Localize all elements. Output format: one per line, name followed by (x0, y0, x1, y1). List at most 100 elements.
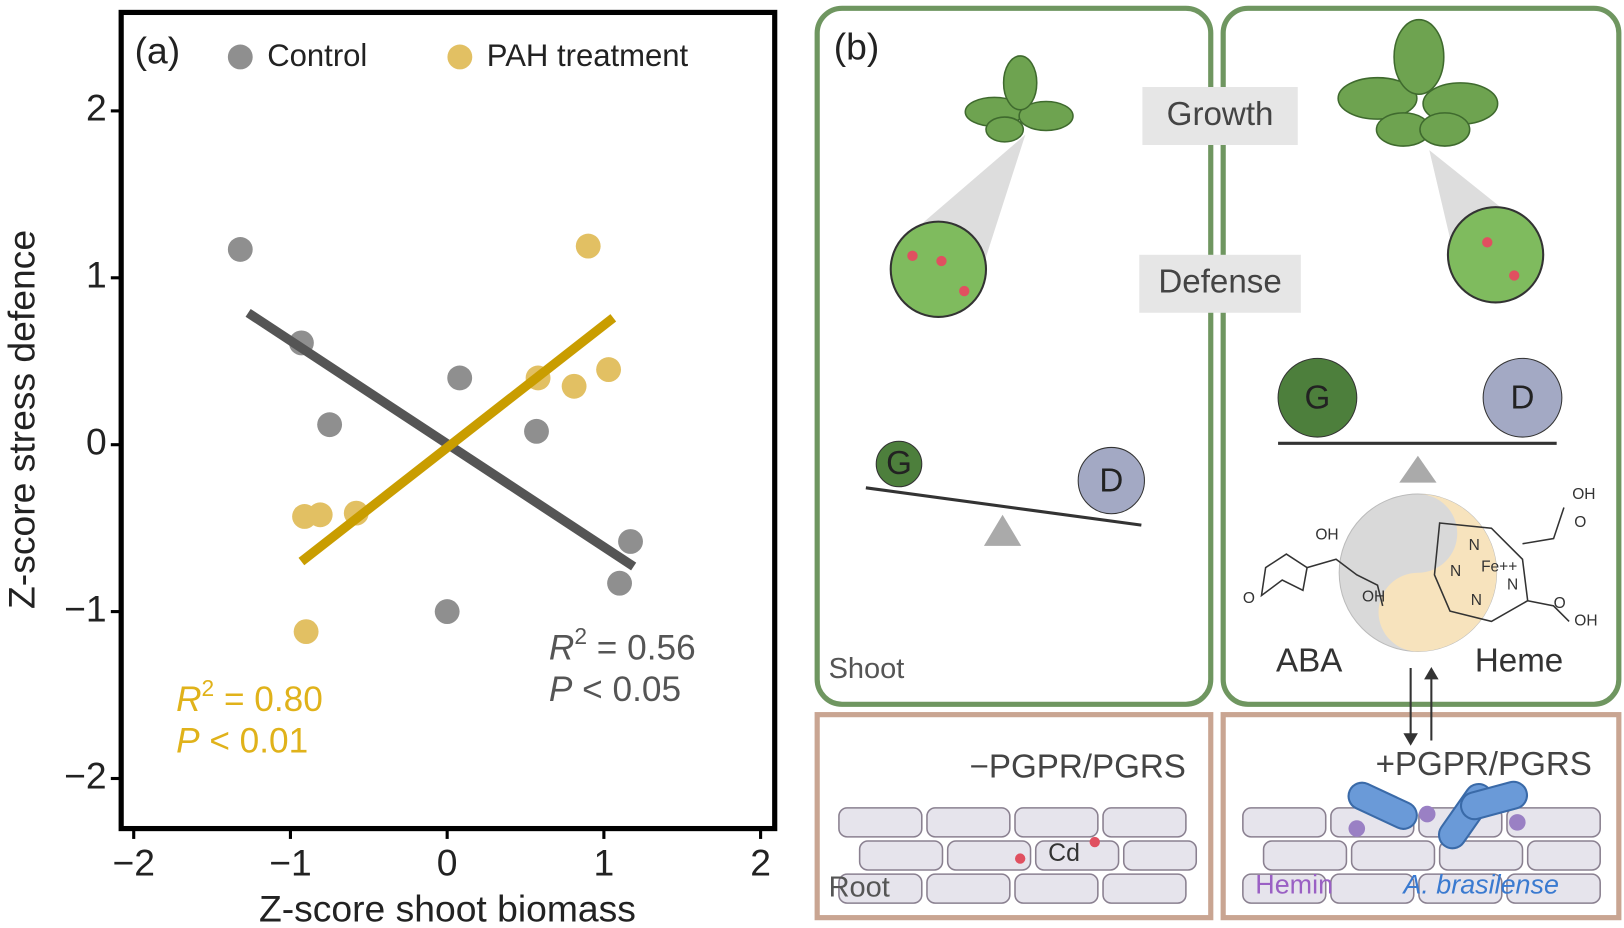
defense-label: Defense (1158, 264, 1281, 301)
leaf-zoom (889, 220, 988, 318)
cd-label: Cd (1048, 840, 1080, 867)
arrowhead (1424, 667, 1439, 680)
root-cells-left (838, 807, 1198, 904)
shoot-panel-left (814, 5, 1214, 707)
g-label: G (1305, 380, 1331, 417)
plot-area: −2 −1 0 1 2 −2 −1 0 1 2 Control PAH treatment (64, 38, 771, 883)
chem-label: OH (1362, 589, 1385, 606)
panel-label: (a) (135, 30, 181, 72)
point (618, 529, 643, 554)
y-axis-label: Z-score stress defence (1, 230, 43, 609)
x-tick-label: −1 (269, 842, 312, 884)
shoot-panel-right (1220, 5, 1622, 707)
y-tick-label: 2 (86, 87, 107, 129)
x-tick-label: −2 (112, 842, 155, 884)
chem-label: N (1471, 592, 1482, 609)
x-tick-label: 2 (750, 842, 771, 884)
chem-label: OH (1572, 486, 1595, 503)
point (596, 357, 622, 383)
point (293, 619, 319, 645)
chemical-structures (1260, 507, 1570, 623)
legend-label: Control (267, 38, 367, 73)
chem-label: O (1574, 514, 1586, 531)
point (575, 233, 601, 259)
y-tick-label: −1 (64, 587, 107, 629)
legend-marker (447, 44, 473, 70)
root-panel-left (814, 712, 1214, 921)
root-condition-left: −PGPR/PGRS (970, 748, 1186, 785)
bacterium-label: A. brasilense (1401, 870, 1559, 900)
root-cells-right (1242, 807, 1601, 904)
defense-dot (907, 250, 918, 261)
point (561, 373, 587, 399)
plant-left (964, 55, 1074, 143)
chem-label: N (1507, 576, 1518, 593)
point (227, 236, 253, 262)
fulcrum (983, 514, 1022, 546)
chem-label: Fe++ (1481, 559, 1517, 576)
pah-p: P < 0.01 (176, 722, 308, 761)
defense-dot (1509, 270, 1520, 281)
point (447, 365, 473, 391)
control-r2: R2 = 0.56 (549, 623, 696, 668)
defense-weight (1482, 357, 1563, 438)
control-p: P < 0.05 (549, 670, 681, 709)
d-label: D (1099, 462, 1123, 499)
y-tick-label: −2 (64, 754, 107, 796)
chem-label: O (1243, 590, 1255, 607)
arrowhead (1403, 733, 1418, 746)
bacteria (1347, 780, 1529, 850)
defense-dot (1482, 237, 1493, 248)
x-axis-label: Z-score shoot biomass (259, 887, 636, 928)
point (317, 412, 343, 438)
heme-label: Heme (1475, 643, 1563, 680)
x-tick-label: 1 (594, 842, 615, 884)
y-tick-label: 0 (86, 421, 107, 463)
diagram: (b) Growth Defense G D Shoot G D (814, 5, 1622, 921)
chem-label: O (1554, 595, 1566, 612)
growth-weight (875, 440, 923, 488)
chem-label: N (1469, 537, 1480, 554)
defense-weight (1077, 446, 1145, 515)
root-label: Root (829, 871, 890, 903)
defense-dot (959, 285, 970, 297)
point (607, 570, 632, 596)
fit-line (298, 314, 617, 566)
defense-dot (936, 255, 947, 267)
point (307, 502, 333, 528)
hemin-dot (1509, 814, 1526, 831)
hemin-label: Hemin (1255, 870, 1333, 900)
panel-label: (b) (834, 26, 880, 68)
point (434, 599, 460, 625)
y-tick-label: 1 (86, 254, 107, 296)
leaf-zoom (1446, 206, 1545, 304)
growth-weight (1277, 357, 1358, 438)
x-tick-label: 0 (437, 842, 458, 884)
fulcrum (1399, 455, 1437, 483)
root-panel-right (1220, 712, 1622, 921)
cd-dot (1015, 853, 1026, 864)
balance-beam (865, 486, 1142, 527)
hemin-dot (1418, 805, 1436, 823)
aba-label: ABA (1276, 643, 1343, 680)
shoot-label: Shoot (829, 653, 905, 685)
cd-dot (1089, 836, 1100, 848)
point (524, 418, 549, 444)
d-label: D (1511, 380, 1535, 417)
label-box (1142, 87, 1298, 145)
yin-yang-half (1378, 494, 1497, 652)
chem-label: OH (1574, 613, 1597, 630)
label-box (1139, 254, 1301, 313)
fit-line (245, 308, 637, 571)
g-label: G (886, 445, 912, 482)
plant-right (1337, 18, 1499, 147)
growth-label: Growth (1167, 96, 1274, 133)
chem-label: OH (1315, 527, 1338, 544)
legend-marker (227, 44, 253, 70)
hemin-dot (1348, 820, 1366, 837)
chem-label: N (1450, 563, 1461, 580)
pah-r2: R2 = 0.80 (176, 675, 323, 720)
root-condition-right: +PGPR/PGRS (1376, 746, 1592, 783)
